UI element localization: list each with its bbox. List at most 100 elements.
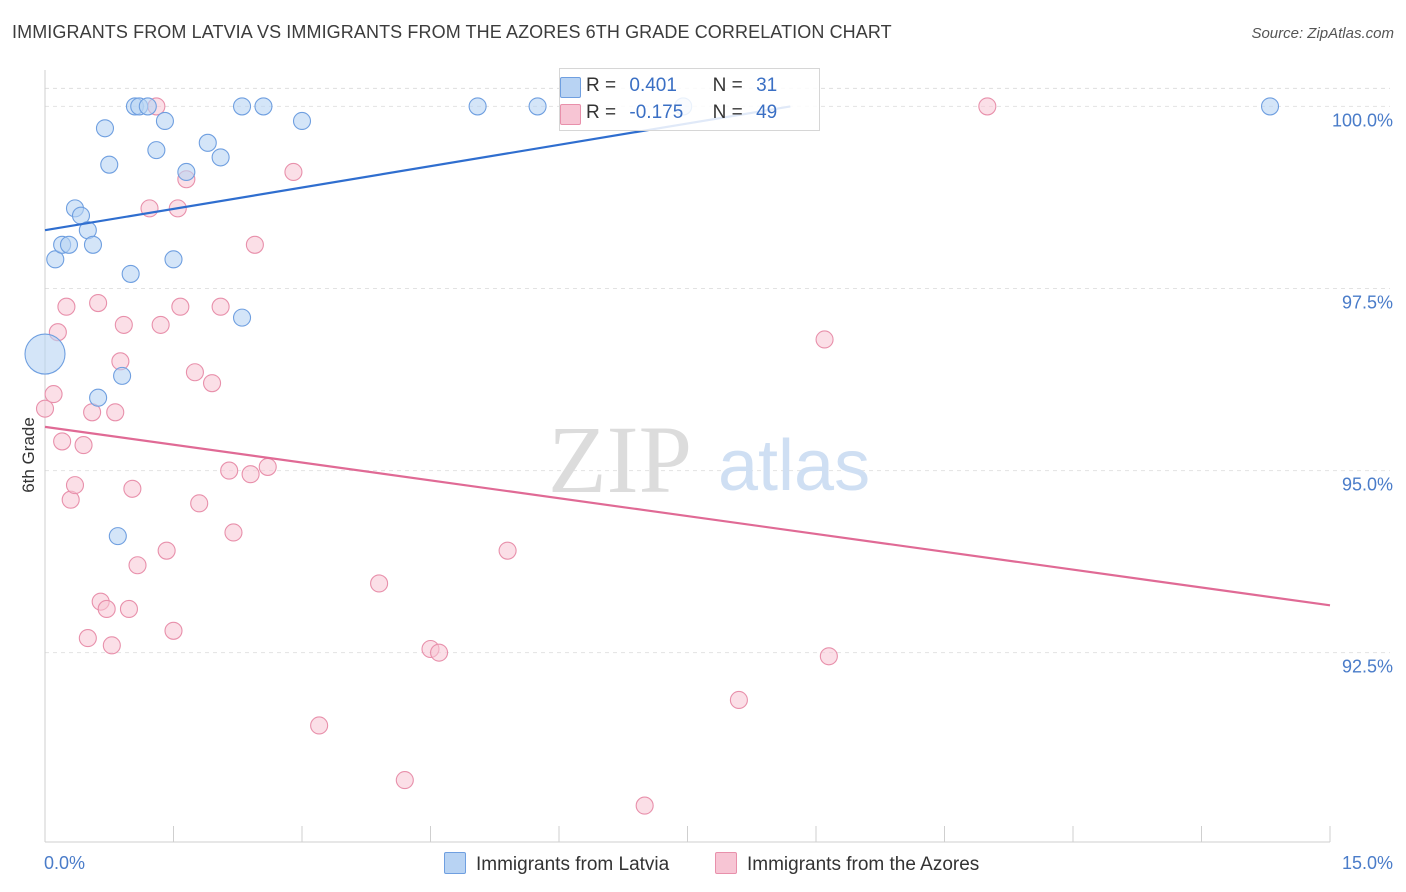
latvia-point [83,235,103,254]
azores-point [370,574,389,593]
azores-point [171,297,190,316]
azores-point [395,771,414,790]
latvia-point [232,308,252,327]
azores-point [123,479,142,498]
latvia-point [147,141,166,160]
gridlines [45,87,1390,654]
x-tick-label-max: 15.0% [1342,853,1393,873]
legend-n-value-azores: 49 [756,102,778,123]
latvia-point [232,97,252,116]
azores-point [114,315,133,334]
y-axis-label: 6th Grade [19,417,38,493]
latvia-point [292,111,312,131]
legend-n-value-latvia: 31 [756,75,778,96]
azores-point [211,297,230,316]
legend-r-label: R = [586,102,617,123]
bottom-legend-latvia: Immigrants from Latvia [444,852,669,876]
azores-point [310,716,329,735]
azores-point [128,556,147,575]
azores-swatch [560,104,581,125]
azores-point [185,363,204,382]
azores-point [74,436,93,455]
azores-point [190,494,209,513]
latvia-point [89,388,108,407]
azores-point [151,315,170,334]
azores-point [729,690,748,710]
latvia-point [155,111,174,131]
azores-point [53,432,72,451]
latvia-point [46,250,65,269]
x-tick-label-min: 0.0% [44,853,85,873]
axes [44,70,1331,843]
azores-point [498,541,517,560]
latvia-point [177,162,196,182]
latvia-point [198,133,217,152]
chart-source: Source: ZipAtlas.com [1251,25,1394,42]
legend-n-label: N = [712,102,743,123]
latvia-point [211,148,230,167]
watermark: ZIP atlas [548,406,870,513]
legend-r-label: R = [586,75,617,96]
azores-point [57,297,76,316]
y-tick-label: 92.5% [1342,657,1393,677]
azores-point [224,523,243,542]
azores-point [65,476,85,495]
latvia-point [528,97,547,116]
legend-row-azores: R = -0.175 N = 49 [560,102,778,126]
azores-point [157,541,176,560]
legend-n-label: N = [712,75,743,96]
legend-row-latvia: R = 0.401 N = 31 [560,75,778,99]
latvia-point [59,235,79,254]
bottom-legend-azores-label: Immigrants from the Azores [747,854,980,875]
azores-point [35,399,55,418]
azores-point [819,647,838,666]
azores-point [119,599,139,618]
y-tick-labels: 92.5% 95.0% 97.5% 100.0% [1332,110,1393,676]
bottom-legend-azores: Immigrants from the Azores [715,852,979,876]
stats-legend: R = 0.401 N = 31 R = -0.175 N = 49 [559,68,820,131]
latvia-swatch [560,77,581,98]
azores-point [635,796,654,815]
azores-point [220,461,239,480]
azores-point [89,294,108,313]
azores-points [35,97,997,815]
latvia-legend-swatch [444,852,466,874]
latvia-points [24,97,1280,546]
azores-point [164,621,183,640]
latvia-point [138,97,157,116]
latvia-point [164,250,183,269]
watermark-atlas: atlas [718,426,870,506]
latvia-point [113,366,132,385]
azores-point [430,643,449,662]
latvia-point [121,264,140,283]
y-tick-label: 97.5% [1342,292,1393,312]
latvia-point [24,333,66,375]
azores-point [44,385,63,404]
latvia-point [95,119,115,138]
legend-r-value-latvia: 0.401 [629,75,677,96]
azores-point [203,374,222,393]
y-tick-label: 95.0% [1342,475,1393,495]
latvia-point [108,527,127,546]
legend-r-value-azores: -0.175 [629,102,684,123]
latvia-point [468,97,487,116]
y-tick-label: 100.0% [1332,110,1393,130]
azores-point [97,599,116,618]
latvia-point [1260,97,1280,116]
x-tick-labels: 0.0% 15.0% [44,853,1393,873]
azores-point [241,465,260,484]
azores-point [815,330,834,349]
latvia-point [254,97,273,116]
azores-point [258,457,277,476]
azores-point [978,97,997,116]
azores-point [78,629,97,648]
azores-point [245,235,264,254]
azores-legend-swatch [715,852,737,874]
watermark-zip: ZIP [548,406,692,513]
azores-trend-line [44,425,1331,607]
chart-title: IMMIGRANTS FROM LATVIA VS IMMIGRANTS FRO… [12,22,892,42]
latvia-point [100,155,119,174]
bottom-legend-latvia-label: Immigrants from Latvia [476,854,670,875]
azores-point [284,162,303,182]
